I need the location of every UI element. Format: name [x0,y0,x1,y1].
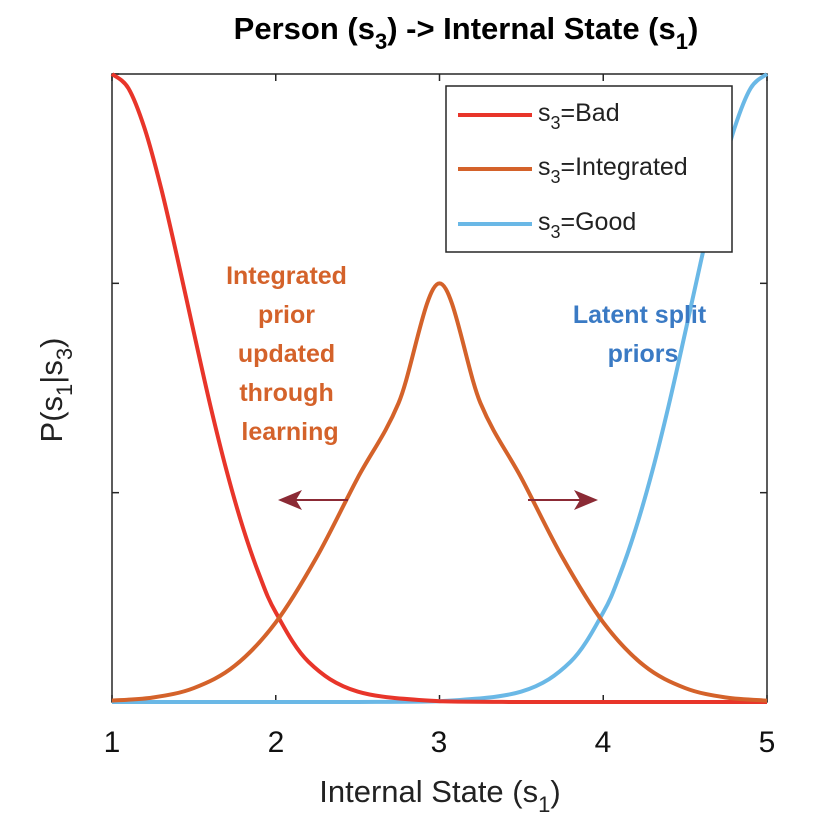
legend-label-good: s3=Good [538,208,636,242]
y-axis-label: P(s1|s3) [34,338,77,443]
shift-arrows [278,490,598,510]
x-tick-label: 5 [759,726,776,759]
legend-label-bad: s3=Bad [538,99,620,133]
legend-label-integrated: s3=Integrated [538,153,688,187]
x-tick-label: 2 [268,726,285,759]
x-tick-label: 1 [104,726,121,759]
x-tick-label: 4 [595,726,612,759]
annotation-latent-split-priors: Latent split priors [573,301,713,368]
right-arrow-icon [528,490,598,510]
chart-title: Person (s3) -> Internal State (s1) [234,11,699,54]
x-tick-labels: 1 2 3 4 5 [104,726,776,759]
left-arrow-icon [278,490,348,510]
series-line-bad [110,72,767,705]
x-axis-label: Internal State (s1) [319,774,560,817]
annotation-integrated-prior: Integrated prior updated through learnin… [226,262,354,446]
series-line-integrated [111,281,768,703]
legend: s3=Bad s3=Integrated s3=Good [445,85,733,253]
x-tick-label: 3 [431,726,448,759]
